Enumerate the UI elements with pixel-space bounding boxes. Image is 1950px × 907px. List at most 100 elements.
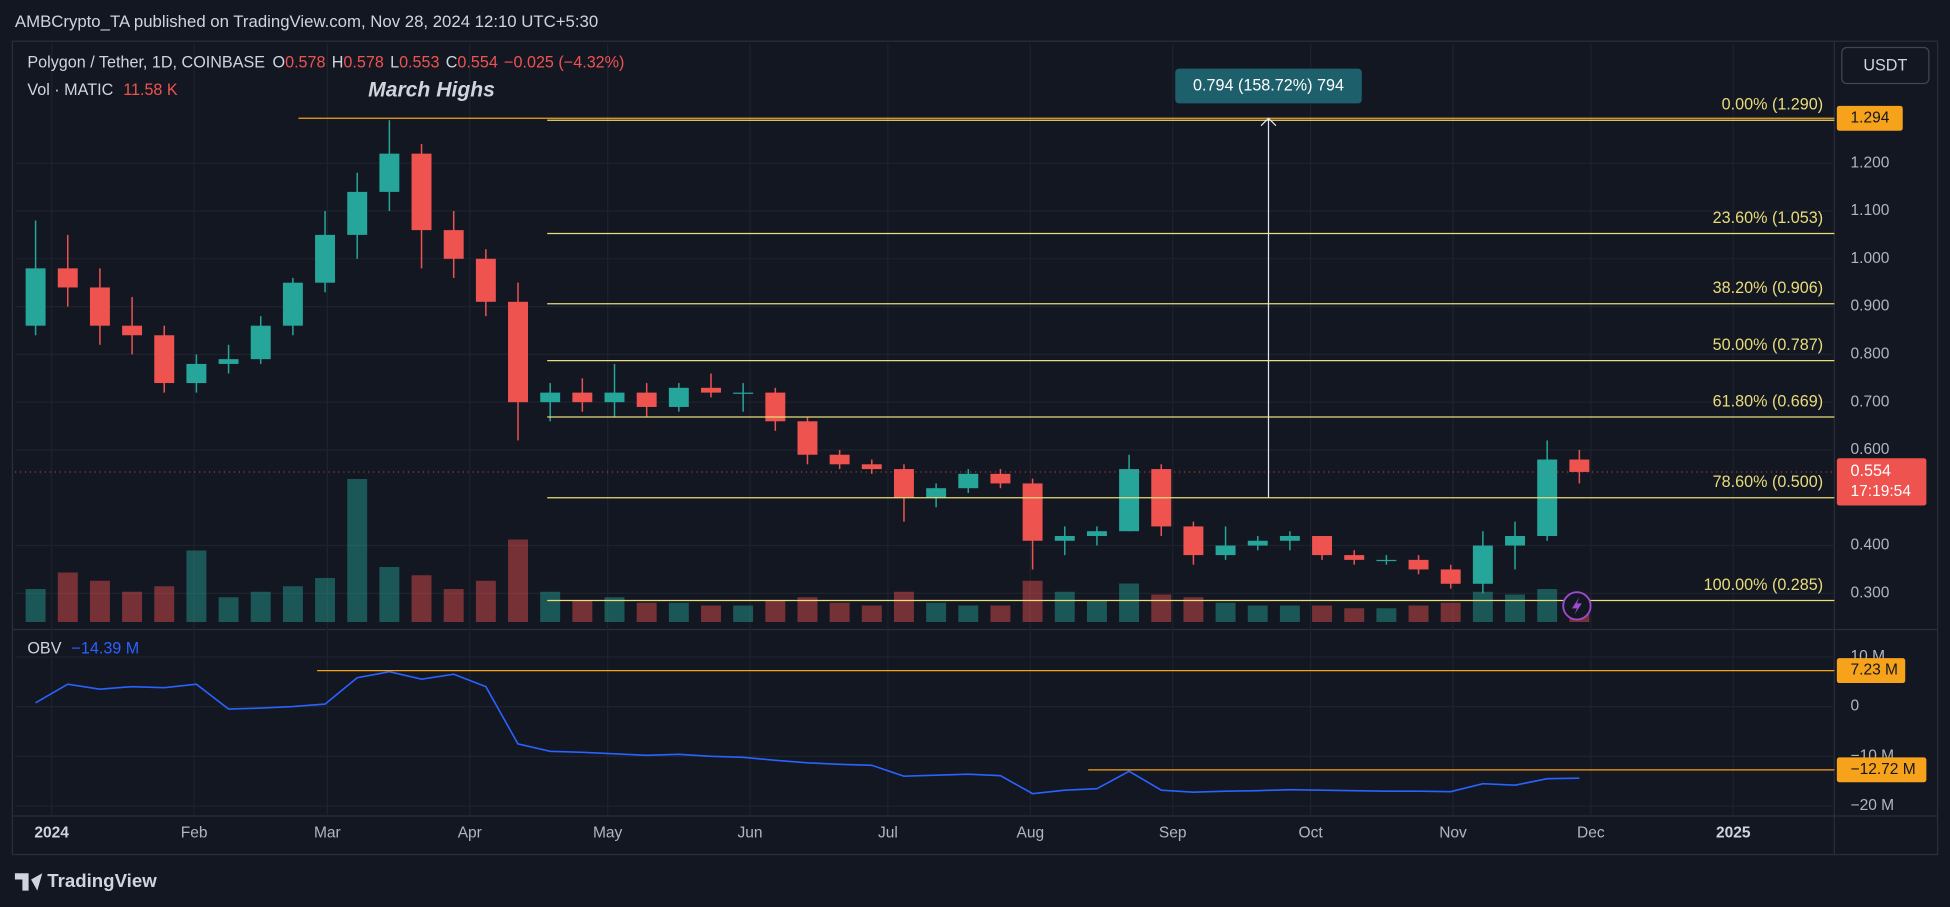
- y-tick-label: 0.800: [1851, 345, 1890, 362]
- obv-value: −14.39 M: [71, 640, 139, 658]
- candle-body: [797, 421, 818, 455]
- x-tick-label: Sep: [1159, 825, 1187, 842]
- volume-bar: [990, 605, 1011, 623]
- volume-bar: [443, 589, 464, 623]
- volume-bar: [122, 591, 143, 623]
- ohlc: O0.578 H0.578 L0.553 C0.554: [273, 54, 498, 72]
- candle-body: [1472, 545, 1493, 584]
- last-price: 0.554: [1851, 462, 1891, 480]
- obv-line: [35, 670, 1580, 795]
- obv-name: OBV: [27, 640, 61, 658]
- candle-body: [1022, 483, 1043, 541]
- volume-bar: [1408, 605, 1429, 623]
- y-tick-label: 0.400: [1851, 537, 1890, 554]
- candle-body: [829, 454, 850, 465]
- volume-legend: Vol · MATIC 11.58 K: [27, 81, 178, 99]
- candle-body: [540, 392, 561, 403]
- candle-body: [572, 392, 593, 403]
- candle-body: [1279, 535, 1300, 541]
- candle-body: [218, 359, 239, 364]
- candle-body: [89, 287, 110, 326]
- candle-body: [315, 234, 336, 283]
- candle-body: [668, 387, 689, 407]
- volume-bar: [1215, 602, 1236, 623]
- volume-bars: [25, 478, 1590, 623]
- x-tick-label: Mar: [314, 825, 341, 842]
- candle-body: [1247, 540, 1268, 546]
- volume-bar: [379, 567, 400, 623]
- volume-label: Vol · MATIC: [27, 81, 113, 99]
- overlays: 0.00% (1.290) 23.60% (1.053) 38.20% (0.906…: [14, 68, 1835, 795]
- volume-bar: [958, 605, 979, 623]
- volume-bar: [282, 586, 303, 623]
- x-tick-label: Nov: [1439, 825, 1467, 842]
- volume-bar: [765, 600, 786, 623]
- candle-body: [604, 392, 625, 403]
- y-tick-label: 0.600: [1851, 441, 1890, 458]
- volume-bar: [1312, 605, 1333, 623]
- candle-body: [1569, 459, 1590, 472]
- fib-label: 50.00% (0.787): [1713, 336, 1823, 354]
- volume-bar: [154, 586, 175, 623]
- candle-body: [765, 392, 786, 422]
- candle-body: [701, 387, 721, 393]
- x-tick-label: Jun: [738, 825, 763, 842]
- fib-label: 23.60% (1.053): [1713, 209, 1823, 227]
- candle-body: [1376, 559, 1397, 562]
- candle-body: [57, 268, 78, 288]
- candle-body: [186, 363, 207, 384]
- currency[interactable]: USDT: [1863, 56, 1907, 74]
- x-tick-label: May: [593, 825, 623, 842]
- y-tick-label: 0.300: [1851, 584, 1890, 601]
- ohlc-key: H: [332, 54, 344, 72]
- volume-bar: [797, 597, 818, 623]
- currency-button[interactable]: [1841, 46, 1930, 85]
- candle-body: [990, 473, 1011, 484]
- volume-bar: [893, 591, 914, 623]
- fib-label: 0.00% (1.290): [1722, 96, 1824, 114]
- y-tick-label: 0.700: [1851, 393, 1890, 410]
- x-tick-label: Jul: [878, 825, 898, 842]
- candle-body: [1215, 545, 1236, 556]
- ohlc-value: 0.553: [399, 54, 439, 72]
- candle-body: [1183, 526, 1204, 556]
- volume-bar: [829, 602, 850, 623]
- price-label: 1.294: [1851, 109, 1890, 126]
- volume-bar: [89, 580, 110, 623]
- y-tick-label: 1.200: [1851, 154, 1890, 171]
- candle-body: [122, 325, 143, 336]
- candle-body: [926, 488, 947, 498]
- y-tick-label: 1.100: [1851, 202, 1890, 219]
- volume-bar: [636, 602, 657, 623]
- symbol: Polygon / Tether, 1D, COINBASE: [27, 54, 265, 72]
- candle-body: [1119, 469, 1140, 532]
- volume-bar: [218, 597, 239, 623]
- volume-bar: [701, 605, 721, 623]
- volume-bar: [25, 589, 46, 623]
- volume-bar: [315, 578, 336, 623]
- volume-bar: [1247, 605, 1268, 623]
- volume-bar: [1022, 580, 1043, 623]
- x-tick-label: 2025: [1716, 825, 1751, 842]
- publisher: AMBCrypto_TA published on TradingView.co…: [15, 12, 598, 31]
- candle-body: [154, 335, 175, 384]
- candle-body: [379, 153, 400, 192]
- ohlc-key: L: [390, 54, 399, 72]
- price-label-box: [1836, 105, 1903, 131]
- volume-bar: [508, 539, 528, 623]
- ohlc-value: 0.578: [285, 54, 325, 72]
- candle-body: [282, 282, 303, 326]
- obv-tick-label: −20 M: [1851, 797, 1895, 814]
- last-price-box: [1836, 458, 1927, 506]
- frame: [11, 40, 1939, 856]
- candle-body: [1505, 535, 1525, 546]
- volume-bar: [411, 575, 432, 623]
- x-tick-label: Dec: [1577, 825, 1605, 842]
- volume-bar: [1119, 583, 1140, 623]
- volume-bar: [926, 602, 947, 623]
- candle-body: [893, 469, 914, 498]
- candle-body: [347, 191, 368, 235]
- volume-bar: [572, 600, 593, 623]
